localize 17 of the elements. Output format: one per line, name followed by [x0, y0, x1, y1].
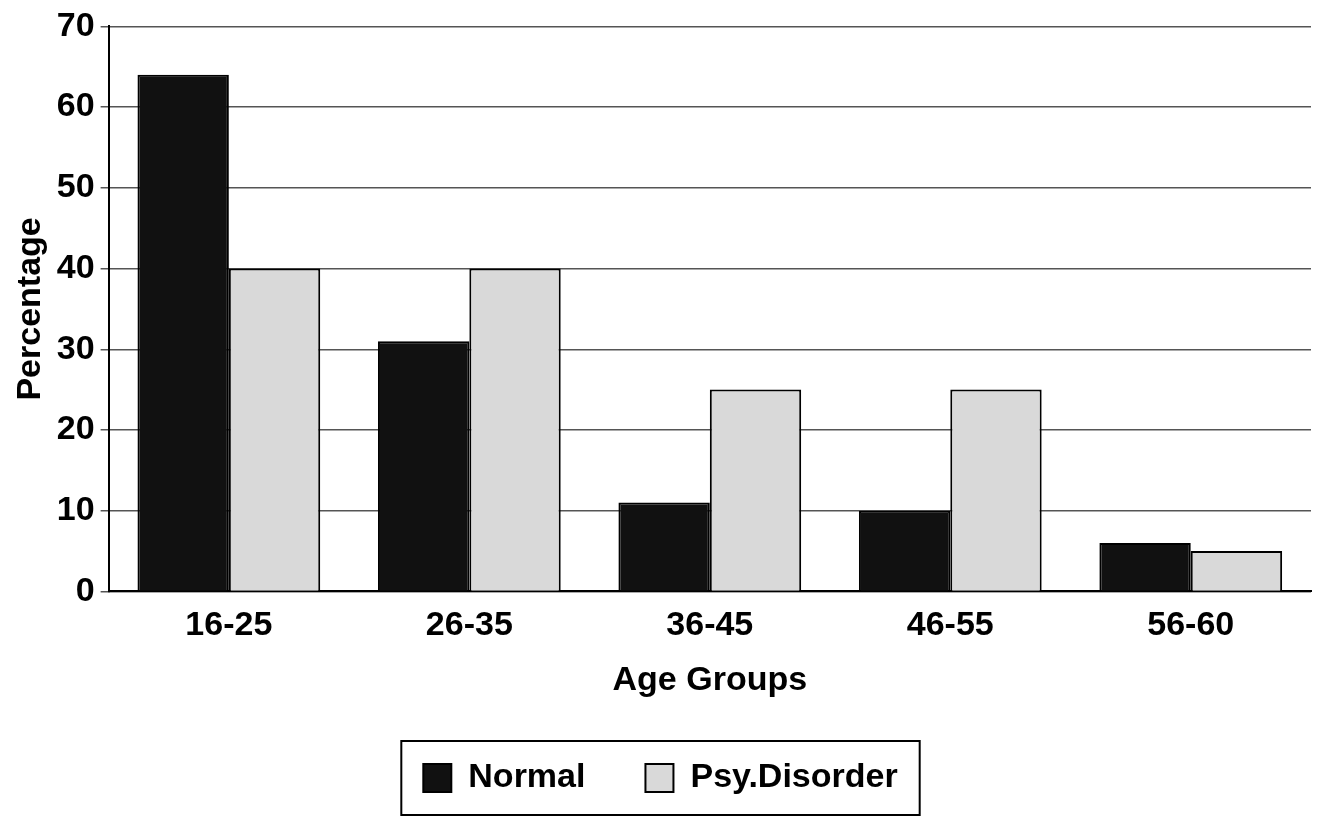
x-tick-label: 26-35 — [425, 604, 513, 643]
x-tick-label: 36-45 — [666, 604, 754, 643]
y-tick-label: 10 — [56, 489, 95, 528]
y-tick-label: 0 — [75, 569, 95, 608]
y-axis-title: Percentage — [8, 217, 47, 401]
y-tick-label: 30 — [56, 327, 95, 366]
y-tick-label: 40 — [56, 246, 95, 285]
x-tick-label: 46-55 — [906, 604, 994, 643]
y-tick-label: 20 — [56, 408, 95, 447]
x-tick-label: 56-60 — [1147, 604, 1235, 643]
x-axis-title: Age Groups — [612, 658, 808, 697]
y-tick-label: 70 — [56, 4, 95, 43]
y-tick-label: 60 — [56, 85, 95, 124]
legend-label: Psy.Disorder — [690, 756, 898, 795]
y-tick-label: 50 — [56, 166, 95, 205]
x-tick-label: 16-25 — [185, 604, 273, 643]
legend-label: Normal — [468, 756, 586, 795]
